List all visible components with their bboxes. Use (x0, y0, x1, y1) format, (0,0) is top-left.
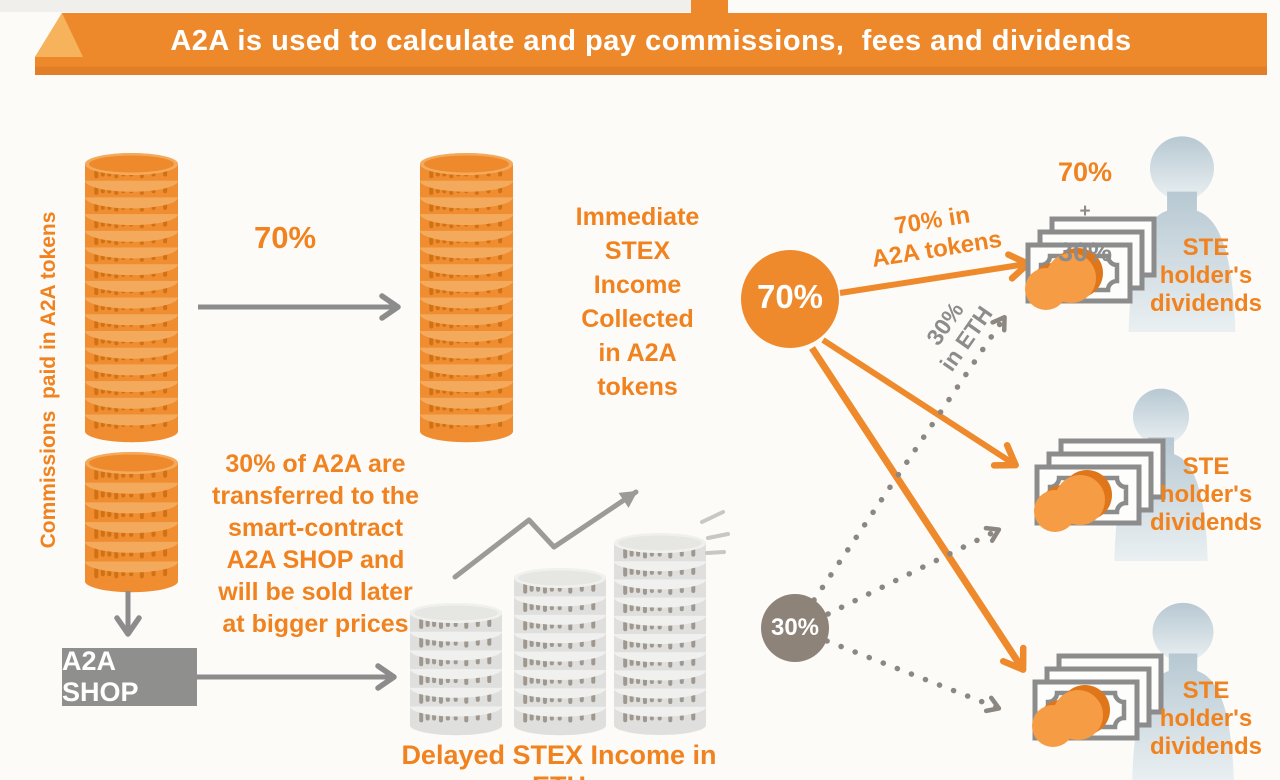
arrow-70-recipient-3 (809, 346, 1027, 673)
immediate-income-label: Immediate STEX Income Collected in A2A t… (575, 203, 700, 401)
growth-arrow-icon (452, 489, 639, 580)
coin-stack-commissions-tall (85, 153, 178, 443)
sum-label: 70% + 30% (1048, 141, 1122, 283)
circle-30-label: 30% (770, 614, 820, 641)
coin-stack-eth-small (410, 603, 502, 736)
spark-icon (700, 510, 730, 555)
banknotes-icon (1032, 653, 1164, 747)
coin-stack-stex-income (420, 153, 513, 443)
sum-30: 30% (1057, 237, 1113, 267)
dotted-arrow-30-recipient-3 (824, 638, 1002, 714)
arrow-70-recipient-1 (839, 251, 1032, 296)
top-tab (691, 0, 728, 14)
coin-stack-eth-large (614, 533, 706, 735)
sum-plus: + (1079, 201, 1091, 222)
recipient-2-label: STE holder's dividends (1149, 453, 1263, 536)
circle-70 (741, 250, 839, 348)
coin-stack-commissions-short (85, 452, 178, 593)
commissions-vertical-label: Commissions paid in A2A tokens (37, 211, 60, 549)
delayed-income-label: Delayed STEX Income in ETH (401, 740, 717, 780)
circle-30 (761, 594, 829, 662)
sum-70: 70% (1057, 157, 1113, 187)
recipient-1-label: STE holder's dividends (1149, 234, 1263, 317)
banknotes-icon (1025, 216, 1157, 310)
a2a-shop-box: A2A SHOP (62, 646, 197, 707)
dotted-arrow-30-recipient-2 (825, 525, 1002, 617)
page-title: A2A is used to calculate and pay commiss… (170, 25, 1132, 57)
arrow-70-recipient-2 (821, 337, 1019, 469)
circle-70-label: 70% (756, 278, 824, 315)
shop-transfer-label: 30% of A2A are transferred to the smart-… (212, 450, 419, 638)
banknotes-icon (1034, 438, 1166, 532)
coin-stack-eth-medium (514, 568, 606, 736)
a2a-shop-label: A2A SHOP (62, 646, 139, 707)
recipient-3-label: STE holder's dividends (1149, 677, 1263, 760)
header-banner (35, 13, 1267, 75)
split-70-label: 70% (253, 220, 317, 255)
top-strip (0, 0, 692, 12)
